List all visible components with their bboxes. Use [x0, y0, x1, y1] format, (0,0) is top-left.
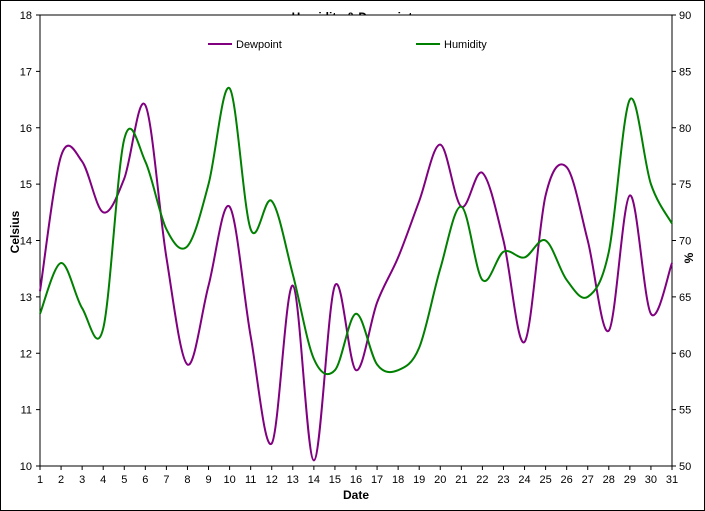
x-tick-label: 3 — [79, 474, 85, 486]
x-tick-label: 17 — [371, 474, 383, 486]
y2-tick-label: 80 — [679, 123, 691, 135]
y2-tick-label: 70 — [679, 236, 691, 248]
x-tick-label: 9 — [205, 474, 211, 486]
x-axis: 1 2 3 4 5 6 7 8 9 10 11 12 13 14 15 16 17 18 19 20 21 22 23 24 2… — [37, 466, 678, 486]
x-tick-label: 21 — [455, 474, 467, 486]
plot-area — [39, 14, 673, 467]
x-tick-label: 8 — [184, 474, 190, 486]
x-tick-label: 11 — [245, 474, 256, 486]
x-tick-label: 20 — [434, 474, 446, 486]
legend-label-humidity: Humidity — [444, 39, 487, 51]
series-line-dewpoint — [39, 102, 673, 462]
y-tick-label: 12 — [20, 348, 32, 360]
y-tick-label: 14 — [20, 236, 32, 248]
legend: Dewpoint Humidity — [208, 39, 487, 51]
x-tick-label: 28 — [603, 474, 615, 486]
x-tick-label: 29 — [624, 474, 636, 486]
x-tick-label: 31 — [666, 474, 678, 486]
x-tick-label: 18 — [392, 474, 404, 486]
y2-tick-label: 55 — [679, 405, 691, 417]
y-axis-title: Celsius — [8, 210, 22, 253]
y2-tick-label: 75 — [679, 179, 691, 191]
x-tick-label: 15 — [329, 474, 341, 486]
y2-tick-label: 85 — [679, 66, 691, 78]
y2-tick-label: 50 — [679, 461, 691, 473]
series-lines — [39, 87, 673, 462]
x-tick-label: 4 — [100, 474, 106, 486]
x-tick-label: 1 — [37, 474, 43, 486]
y2-tick-label: 65 — [679, 292, 691, 304]
x-tick-label: 30 — [645, 474, 657, 486]
y-tick-label: 11 — [21, 405, 32, 417]
y-axis-left: 10 11 12 13 14 15 16 17 18 — [20, 10, 40, 473]
y-axis-right: 50 55 60 65 70 75 80 85 90 — [672, 10, 691, 473]
x-tick-label: 23 — [497, 474, 509, 486]
y2-axis-title: % — [682, 252, 696, 263]
x-tick-label: 24 — [518, 474, 530, 486]
x-tick-label: 22 — [476, 474, 488, 486]
y-tick-label: 13 — [20, 292, 32, 304]
x-tick-label: 6 — [142, 474, 148, 486]
legend-label-dewpoint: Dewpoint — [236, 39, 282, 51]
x-axis-title: Date — [343, 488, 369, 502]
series-line-humidity — [39, 87, 673, 376]
x-tick-label: 10 — [223, 474, 235, 486]
y2-tick-label: 60 — [679, 348, 691, 360]
y-tick-label: 10 — [20, 461, 32, 473]
x-tick-label: 26 — [561, 474, 573, 486]
x-tick-label: 25 — [539, 474, 551, 486]
x-tick-label: 19 — [413, 474, 425, 486]
x-tick-label: 14 — [308, 474, 320, 486]
x-tick-label: 13 — [287, 474, 299, 486]
y-tick-label: 17 — [20, 66, 32, 78]
x-tick-label: 16 — [350, 474, 362, 486]
x-tick-label: 5 — [121, 474, 127, 486]
x-tick-label: 2 — [58, 474, 64, 486]
y-tick-label: 18 — [20, 10, 32, 22]
y2-tick-label: 90 — [679, 10, 691, 22]
x-tick-label: 7 — [163, 474, 169, 486]
x-tick-label: 27 — [582, 474, 594, 486]
y-tick-label: 15 — [20, 179, 32, 191]
x-tick-label: 12 — [266, 474, 278, 486]
y-tick-label: 16 — [20, 123, 32, 135]
